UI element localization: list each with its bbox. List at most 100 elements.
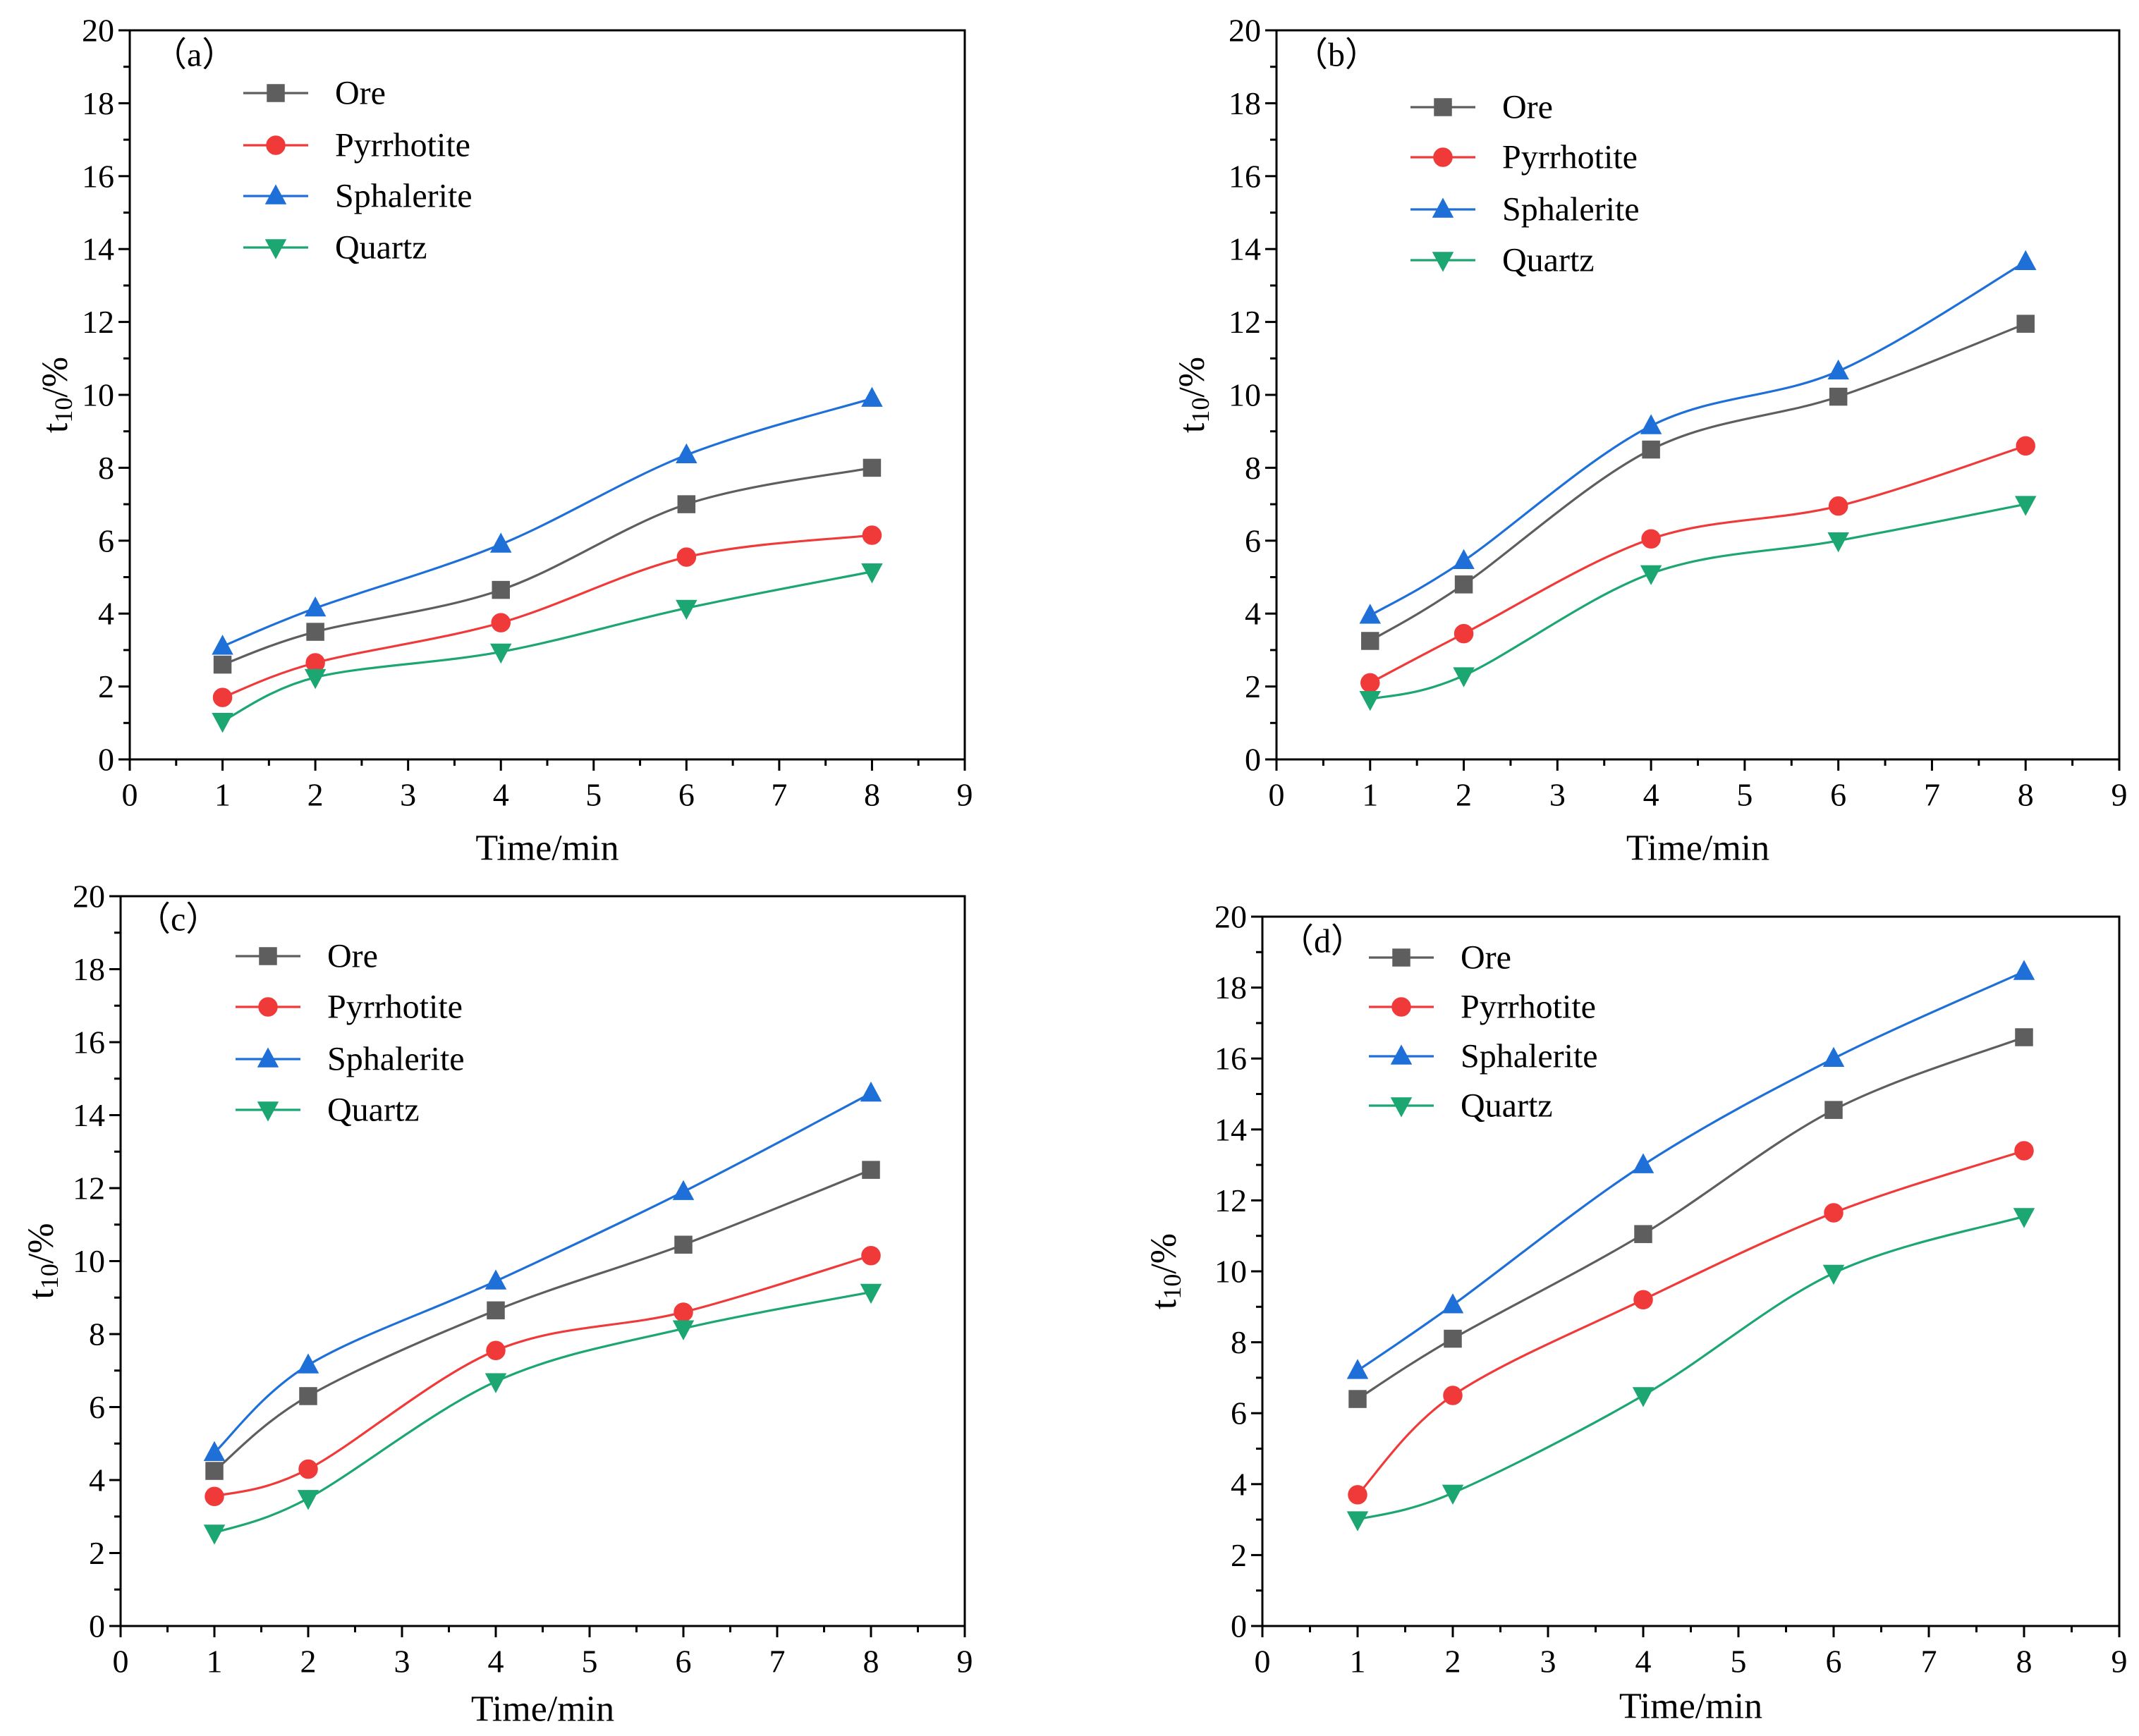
legend-quartz-marker bbox=[1432, 252, 1454, 272]
series-ore bbox=[205, 1161, 880, 1480]
sphalerite-point bbox=[2014, 250, 2037, 271]
panel-label: （b） bbox=[1294, 37, 1379, 74]
series-quartz bbox=[212, 563, 883, 733]
y-tick-label: 18 bbox=[82, 85, 114, 121]
legend: Ore Pyrrhotite Sphalerite Quartz bbox=[1369, 939, 1598, 1125]
ore-point bbox=[2016, 314, 2035, 333]
ore-point bbox=[1824, 1101, 1843, 1119]
plot-frame bbox=[128, 29, 966, 761]
ore-point bbox=[492, 580, 510, 599]
pyrrhotite-point bbox=[1641, 529, 1661, 549]
sphalerite-point bbox=[1822, 1046, 1845, 1067]
sphalerite-point bbox=[304, 596, 327, 617]
y-tick-label: 10 bbox=[73, 1243, 105, 1279]
y-tick-label: 12 bbox=[1214, 1182, 1247, 1218]
legend-quartz-marker bbox=[1390, 1097, 1413, 1118]
x-tick-label: 3 bbox=[400, 777, 416, 813]
ore-point bbox=[862, 1161, 880, 1179]
ore-point bbox=[205, 1462, 224, 1480]
series-group bbox=[1359, 250, 2037, 711]
legend-pyrrhotite-marker bbox=[258, 997, 278, 1017]
series-pyrrhotite bbox=[205, 1245, 881, 1507]
sphalerite-line bbox=[1369, 260, 2027, 617]
legend-sphalerite-label: Sphalerite bbox=[327, 1041, 465, 1078]
legend-quartz-label: Quartz bbox=[335, 229, 427, 267]
legend-ore-label: Ore bbox=[327, 938, 378, 975]
y-tick-label: 16 bbox=[82, 158, 114, 194]
legend-quartz-label: Quartz bbox=[327, 1092, 420, 1129]
y-tick-label: 12 bbox=[1229, 304, 1261, 340]
ore-point bbox=[1361, 632, 1379, 650]
series-pyrrhotite bbox=[212, 525, 882, 707]
x-tick-label: 8 bbox=[864, 777, 880, 813]
legend-ore-marker bbox=[267, 84, 285, 102]
pyrrhotite-point bbox=[674, 1302, 693, 1322]
legend-quartz-marker bbox=[264, 239, 287, 259]
plot-frame bbox=[1275, 29, 2121, 761]
x-axis: 0 1 2 3 4 5 6 7 8 9 bbox=[113, 1626, 973, 1680]
y-axis-title-base: t bbox=[1172, 422, 1212, 433]
pyrrhotite-point bbox=[676, 547, 697, 567]
quartz-point bbox=[1822, 1264, 1845, 1285]
sphalerite-point bbox=[485, 1269, 507, 1290]
x-tick-label: 4 bbox=[493, 777, 509, 813]
quartz-point bbox=[1442, 1484, 1464, 1505]
x-tick-label: 7 bbox=[1924, 777, 1940, 813]
x-tick-label: 5 bbox=[1731, 1644, 1747, 1680]
sphalerite-point bbox=[672, 1180, 695, 1200]
y-axis: 0 2 4 6 8 10 12 14 16 18 20 bbox=[82, 13, 130, 778]
legend-item-ore: Ore bbox=[1369, 939, 1511, 977]
legend-ore-marker bbox=[1392, 948, 1410, 967]
pyrrhotite-point bbox=[491, 613, 511, 632]
legend-item-sphalerite: Sphalerite bbox=[236, 1041, 465, 1078]
series-ore bbox=[1348, 1028, 2033, 1408]
y-tick-label: 6 bbox=[89, 1389, 105, 1425]
legend-item-sphalerite: Sphalerite bbox=[243, 178, 473, 215]
legend-item-quartz: Quartz bbox=[1410, 242, 1595, 279]
legend-pyrrhotite-label: Pyrrhotite bbox=[335, 127, 470, 164]
legend: Ore Pyrrhotite Sphalerite Quartz bbox=[243, 75, 473, 267]
pyrrhotite-point bbox=[1443, 1386, 1463, 1405]
y-tick-label: 2 bbox=[89, 1535, 105, 1571]
sphalerite-point bbox=[203, 1441, 226, 1461]
sphalerite-line bbox=[213, 1092, 872, 1454]
y-tick-label: 4 bbox=[98, 596, 114, 632]
panel-d: 0 1 2 3 4 5 6 7 8 902468101214161820Time/mint10/%… bbox=[1144, 899, 2128, 1727]
y-tick-label: 0 bbox=[1245, 742, 1261, 778]
legend-quartz-label: Quartz bbox=[1502, 242, 1595, 279]
sphalerite-point bbox=[297, 1353, 319, 1374]
sphalerite-point bbox=[1442, 1293, 1464, 1314]
quartz-point bbox=[860, 1283, 882, 1304]
ore-point bbox=[2015, 1028, 2033, 1046]
y-tick-label: 20 bbox=[73, 879, 105, 915]
x-axis-title: Time/min bbox=[1619, 1687, 1762, 1727]
legend-item-pyrrhotite: Pyrrhotite bbox=[1410, 139, 1638, 176]
y-axis-title: t10/% bbox=[1172, 357, 1215, 433]
panel-a: 0 1 2 3 4 5 6 7 8 902468101214161820Time/mint10/%… bbox=[35, 13, 973, 869]
quartz-point bbox=[297, 1490, 319, 1510]
x-tick-label: 0 bbox=[113, 1644, 129, 1680]
quartz-line bbox=[1369, 503, 2027, 701]
y-tick-label: 2 bbox=[1245, 668, 1261, 704]
legend-sphalerite-marker bbox=[257, 1047, 279, 1068]
pyrrhotite-point bbox=[205, 1486, 224, 1507]
ore-point bbox=[863, 458, 882, 477]
pyrrhotite-point bbox=[1633, 1290, 1653, 1309]
series-quartz bbox=[1346, 1208, 2035, 1532]
ore-point bbox=[674, 1235, 693, 1254]
y-tick-label: 18 bbox=[1214, 970, 1247, 1005]
legend-item-quartz: Quartz bbox=[243, 229, 427, 267]
legend-ore-marker bbox=[259, 947, 277, 965]
pyrrhotite-line bbox=[221, 534, 874, 699]
legend-item-ore: Ore bbox=[243, 75, 386, 112]
y-axis-title: t10/% bbox=[1144, 1233, 1187, 1309]
y-tick-label: 2 bbox=[98, 668, 114, 704]
panel-b: 0 1 2 3 4 5 6 7 8 902468101214161820Time/mint10/%… bbox=[1172, 13, 2128, 869]
pyrrhotite-point bbox=[862, 525, 882, 545]
x-tick-label: 9 bbox=[2111, 1644, 2128, 1680]
pyrrhotite-point bbox=[861, 1245, 881, 1266]
y-tick-label: 18 bbox=[73, 951, 105, 987]
sphalerite-line bbox=[221, 397, 874, 648]
y-tick-label: 0 bbox=[98, 742, 114, 778]
